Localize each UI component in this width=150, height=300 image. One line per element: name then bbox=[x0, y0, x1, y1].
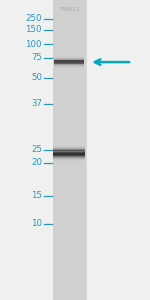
Bar bbox=[53, 152, 85, 154]
Text: TRIM25: TRIM25 bbox=[59, 7, 79, 12]
Bar bbox=[53, 162, 85, 163]
Bar bbox=[52, 0, 87, 300]
Bar bbox=[53, 159, 85, 160]
Text: 50: 50 bbox=[31, 74, 42, 82]
Text: 250: 250 bbox=[26, 14, 42, 23]
Bar bbox=[53, 160, 85, 161]
Bar bbox=[53, 146, 85, 148]
Bar bbox=[53, 160, 85, 162]
Text: 10: 10 bbox=[31, 219, 42, 228]
Bar bbox=[52, 0, 86, 300]
Bar bbox=[53, 156, 85, 157]
Bar bbox=[54, 60, 84, 61]
Bar bbox=[53, 144, 85, 145]
Text: 100: 100 bbox=[26, 40, 42, 49]
Bar bbox=[53, 148, 85, 149]
Bar bbox=[0, 0, 52, 300]
Bar bbox=[87, 0, 150, 300]
Bar bbox=[53, 154, 85, 156]
Bar bbox=[54, 59, 84, 60]
Text: 37: 37 bbox=[31, 99, 42, 108]
Bar bbox=[54, 56, 84, 57]
Text: 75: 75 bbox=[31, 53, 42, 62]
Bar bbox=[54, 58, 84, 59]
Bar bbox=[54, 67, 84, 68]
Bar bbox=[53, 151, 85, 152]
Bar bbox=[54, 61, 84, 62]
Bar bbox=[54, 63, 84, 64]
Bar bbox=[53, 163, 85, 164]
Bar bbox=[53, 143, 85, 145]
Text: 20: 20 bbox=[31, 158, 42, 167]
Bar bbox=[54, 56, 84, 57]
Text: 150: 150 bbox=[26, 26, 42, 34]
Text: 15: 15 bbox=[31, 191, 42, 200]
Bar bbox=[54, 64, 84, 65]
Bar bbox=[54, 62, 84, 63]
Bar bbox=[54, 65, 84, 66]
Bar bbox=[54, 55, 84, 56]
Bar bbox=[53, 149, 85, 151]
Bar bbox=[54, 69, 84, 70]
Bar bbox=[54, 54, 84, 55]
Text: 25: 25 bbox=[31, 146, 42, 154]
Bar bbox=[54, 66, 84, 67]
Bar bbox=[53, 152, 85, 153]
Bar bbox=[53, 158, 85, 159]
Bar bbox=[54, 57, 84, 58]
Bar bbox=[53, 157, 85, 158]
Bar bbox=[54, 68, 84, 69]
